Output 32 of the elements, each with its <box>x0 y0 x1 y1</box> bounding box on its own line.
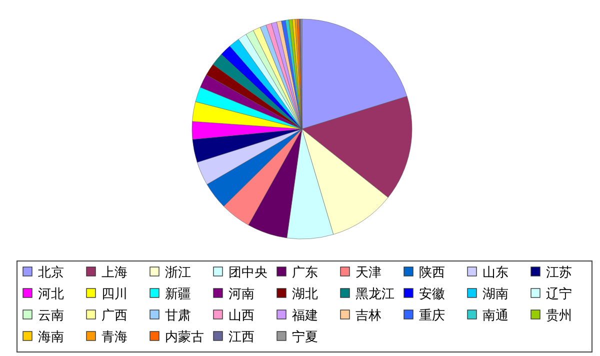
legend-label: 湖北 <box>292 287 318 302</box>
legend-label: 广东 <box>292 266 318 280</box>
legend-label: 团中央 <box>228 266 268 280</box>
legend-label: 天津 <box>356 266 382 280</box>
legend-label: 辽宁 <box>546 286 572 302</box>
legend-label: 浙江 <box>165 266 191 280</box>
legend-label: 山东 <box>482 266 508 280</box>
legend-label: 新疆 <box>165 287 191 302</box>
legend-label: 广西 <box>102 308 128 324</box>
legend-label: 江西 <box>228 330 254 345</box>
legend-label: 河南 <box>228 287 254 302</box>
legend-label: 云南 <box>38 308 64 324</box>
legend-label: 吉林 <box>356 308 382 324</box>
legend-label: 上海 <box>102 266 128 280</box>
legend-label: 南通 <box>482 308 508 324</box>
legend-label: 青海 <box>102 330 128 345</box>
legend-label: 甘肃 <box>165 308 191 324</box>
legend-label: 湖南 <box>482 287 508 302</box>
legend-label: 海南 <box>38 330 64 345</box>
legend-label: 宁夏 <box>292 329 318 345</box>
legend-label: 黑龙江 <box>356 287 394 302</box>
legend-label: 河北 <box>38 287 64 302</box>
legend-label: 江苏 <box>546 266 572 280</box>
legend-label: 北京 <box>38 266 64 280</box>
legend-label: 贵州 <box>546 308 572 324</box>
legend-label: 陕西 <box>419 266 445 280</box>
legend-label: 福建 <box>292 308 318 324</box>
legend-label: 四川 <box>102 287 128 302</box>
legend-label: 内蒙古 <box>165 330 204 345</box>
legend-label: 山西 <box>228 308 254 324</box>
legend-label: 重庆 <box>419 308 445 324</box>
legend-label: 安徽 <box>419 286 445 302</box>
